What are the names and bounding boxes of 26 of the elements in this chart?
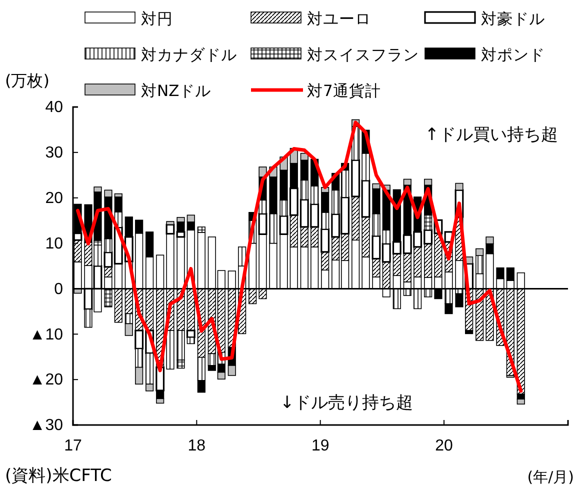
y-tick-label: 0 <box>54 280 64 298</box>
x-tick-label: 18 <box>188 437 206 454</box>
legend-label: 対スイスフラン <box>307 46 419 64</box>
y-tick-label: 30 <box>45 144 64 162</box>
legend-label: 対7通貨計 <box>307 82 381 100</box>
x-tick-label: 19 <box>311 437 330 454</box>
y-tick-label: 40 <box>45 99 64 116</box>
legend-label: 対円 <box>141 10 173 28</box>
legend-label: 対ユーロ <box>307 10 371 28</box>
legend-label: 対豪ドル <box>481 10 545 28</box>
x-tick-label: 17 <box>64 437 82 454</box>
y-tick-label: 20 <box>45 190 64 207</box>
x-axis-title: (年/月) <box>527 468 574 485</box>
y-tick-label: ▲10 <box>29 326 64 344</box>
line-series <box>76 120 523 393</box>
x-tick-label: 20 <box>435 437 453 454</box>
text: (資料)米CFTC <box>5 466 112 485</box>
y-axis-title: (万枚) <box>5 71 50 90</box>
y-tick-label: 10 <box>45 235 64 252</box>
annotation: ↓ドル売り持ち超 <box>280 393 414 413</box>
legend-label: 対NZドル <box>141 82 212 100</box>
legend-label: 対カナダドル <box>141 46 237 64</box>
y-tick-label: ▲30 <box>29 417 64 434</box>
y-tick-label: ▲20 <box>29 372 64 389</box>
legend-label: 対ポンド <box>481 46 545 64</box>
annotation: ↑ドル買い持ち超 <box>424 125 558 145</box>
